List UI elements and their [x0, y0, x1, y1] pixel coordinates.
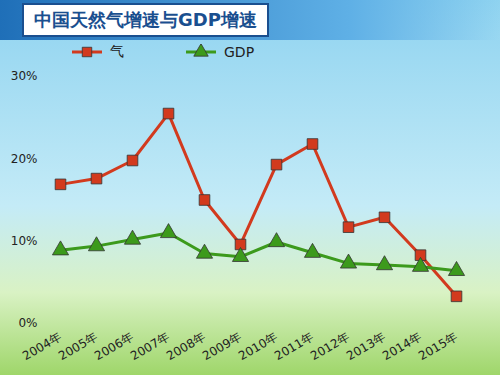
svg-text:0%: 0%	[18, 316, 37, 330]
html-text:GDP: GDP	[224, 44, 255, 60]
svg-text:2011年: 2011年	[272, 330, 316, 363]
svg-text:2014年: 2014年	[380, 330, 424, 363]
svg-text:2013年: 2013年	[344, 330, 388, 363]
html-text:中国天然气增速与GDP增速: 中国天然气增速与GDP增速	[34, 9, 257, 30]
svg-text:2005年: 2005年	[56, 330, 100, 363]
html-text:气: 气	[110, 43, 124, 59]
svg-text:2009年: 2009年	[200, 330, 244, 363]
svg-text:2008年: 2008年	[164, 330, 208, 363]
svg-text:20%: 20%	[11, 152, 38, 166]
svg-text:2007年: 2007年	[128, 330, 172, 363]
svg-text:2015年: 2015年	[416, 330, 460, 363]
svg-text:10%: 10%	[11, 234, 38, 248]
svg-text:2010年: 2010年	[236, 330, 280, 363]
svg-text:2006年: 2006年	[92, 330, 136, 363]
svg-text:2012年: 2012年	[308, 330, 352, 363]
svg-text:2004年: 2004年	[20, 330, 64, 363]
svg-text:30%: 30%	[11, 69, 38, 83]
